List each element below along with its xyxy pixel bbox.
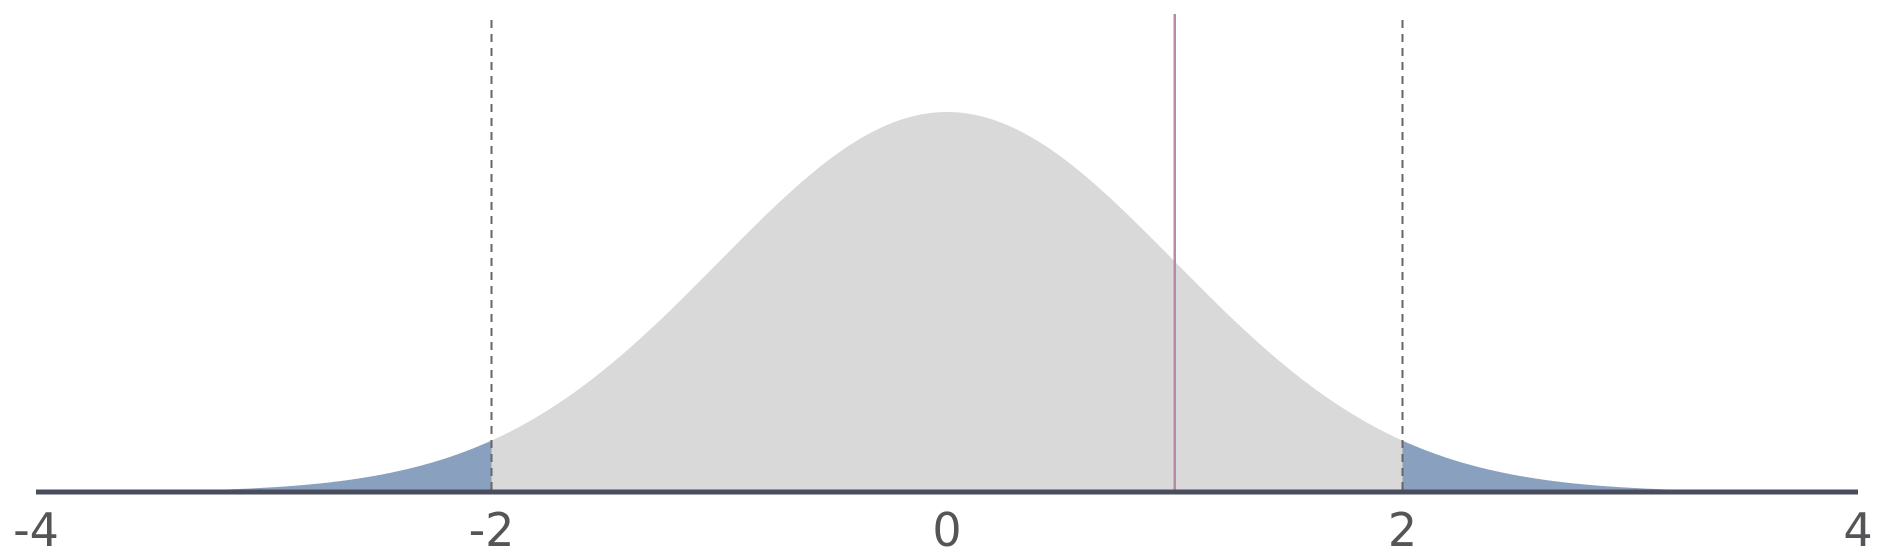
- central-area: [491, 112, 1403, 492]
- x-tick-label: 0: [932, 503, 961, 557]
- x-tick-label: -2: [469, 503, 515, 557]
- x-tick-labels: -4 -2 0 2 4: [13, 503, 1873, 557]
- distribution-areas: [36, 112, 1858, 492]
- x-tick-label: 4: [1843, 503, 1872, 557]
- reference-lines: [490, 14, 1404, 492]
- x-tick-label: 2: [1388, 503, 1417, 557]
- left-tail-area: [36, 440, 492, 492]
- right-tail-area: [1402, 440, 1858, 492]
- x-tick-label: -4: [13, 503, 59, 557]
